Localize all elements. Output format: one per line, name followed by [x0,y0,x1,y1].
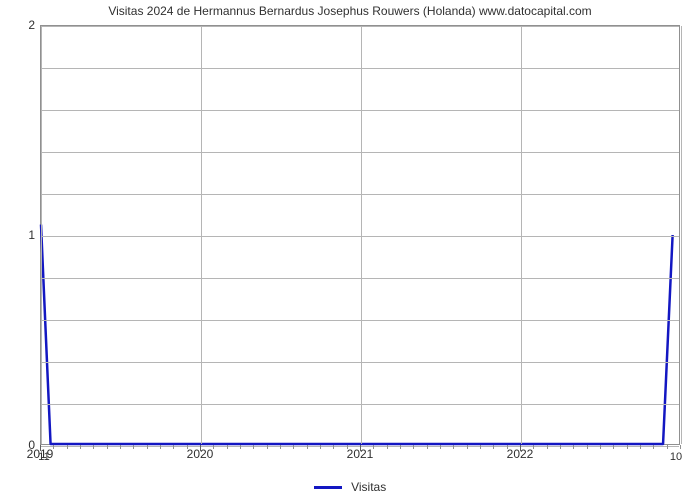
x-minor-tick [547,445,548,449]
x-minor-tick [587,445,588,449]
x-tick-label: 2020 [187,447,214,461]
x-minor-tick [253,445,254,449]
x-minor-tick [667,445,668,449]
chart-container: Visitas 2024 de Hermannus Bernardus Jose… [0,0,700,500]
x-minor-tick [173,445,174,449]
data-point-label: 11 [38,451,49,463]
x-minor-tick [653,445,654,449]
x-minor-tick [293,445,294,449]
x-minor-tick [627,445,628,449]
plot-area [40,25,680,445]
y-tick-label: 2 [5,18,35,32]
x-tick-label: 2021 [347,447,374,461]
x-minor-tick [493,445,494,449]
x-minor-tick [533,445,534,449]
x-minor-tick [453,445,454,449]
x-minor-tick [307,445,308,449]
hgrid-major [41,26,679,27]
x-minor-tick [640,445,641,449]
x-minor-tick [160,445,161,449]
x-minor-tick [240,445,241,449]
vgrid-major [361,26,362,444]
hgrid-minor [41,320,679,321]
x-minor-tick [133,445,134,449]
x-minor-tick [147,445,148,449]
x-minor-tick [613,445,614,449]
x-minor-tick [67,445,68,449]
hgrid-minor [41,68,679,69]
x-minor-tick [373,445,374,449]
x-minor-tick [120,445,121,449]
x-minor-tick [93,445,94,449]
data-point-label: 10 [670,451,682,463]
visitas-line [41,225,673,444]
x-minor-tick [347,445,348,449]
chart-title: Visitas 2024 de Hermannus Bernardus Jose… [0,4,700,18]
vgrid-major [41,26,42,444]
legend: Visitas [0,480,700,494]
hgrid-minor [41,362,679,363]
y-tick-label: 1 [5,228,35,242]
x-minor-tick [680,445,681,449]
x-tick-label: 2022 [507,447,534,461]
x-minor-tick [400,445,401,449]
x-minor-tick [507,445,508,449]
legend-label: Visitas [351,480,386,494]
hgrid-minor [41,194,679,195]
x-minor-tick [227,445,228,449]
x-minor-tick [480,445,481,449]
series-line [41,26,679,444]
hgrid-minor [41,278,679,279]
x-minor-tick [427,445,428,449]
vgrid-major [201,26,202,444]
x-minor-tick [80,445,81,449]
x-minor-tick [387,445,388,449]
hgrid-minor [41,404,679,405]
x-minor-tick [53,445,54,449]
x-minor-tick [320,445,321,449]
x-minor-tick [333,445,334,449]
x-minor-tick [413,445,414,449]
x-minor-tick [213,445,214,449]
x-minor-tick [467,445,468,449]
x-minor-tick [267,445,268,449]
x-minor-tick [187,445,188,449]
vgrid-major [521,26,522,444]
x-minor-tick [600,445,601,449]
vgrid-major [681,26,682,444]
hgrid-minor [41,110,679,111]
x-minor-tick [573,445,574,449]
x-minor-tick [107,445,108,449]
legend-swatch [314,486,342,489]
hgrid-minor [41,152,679,153]
x-minor-tick [280,445,281,449]
x-minor-tick [560,445,561,449]
x-minor-tick [440,445,441,449]
hgrid-major [41,236,679,237]
